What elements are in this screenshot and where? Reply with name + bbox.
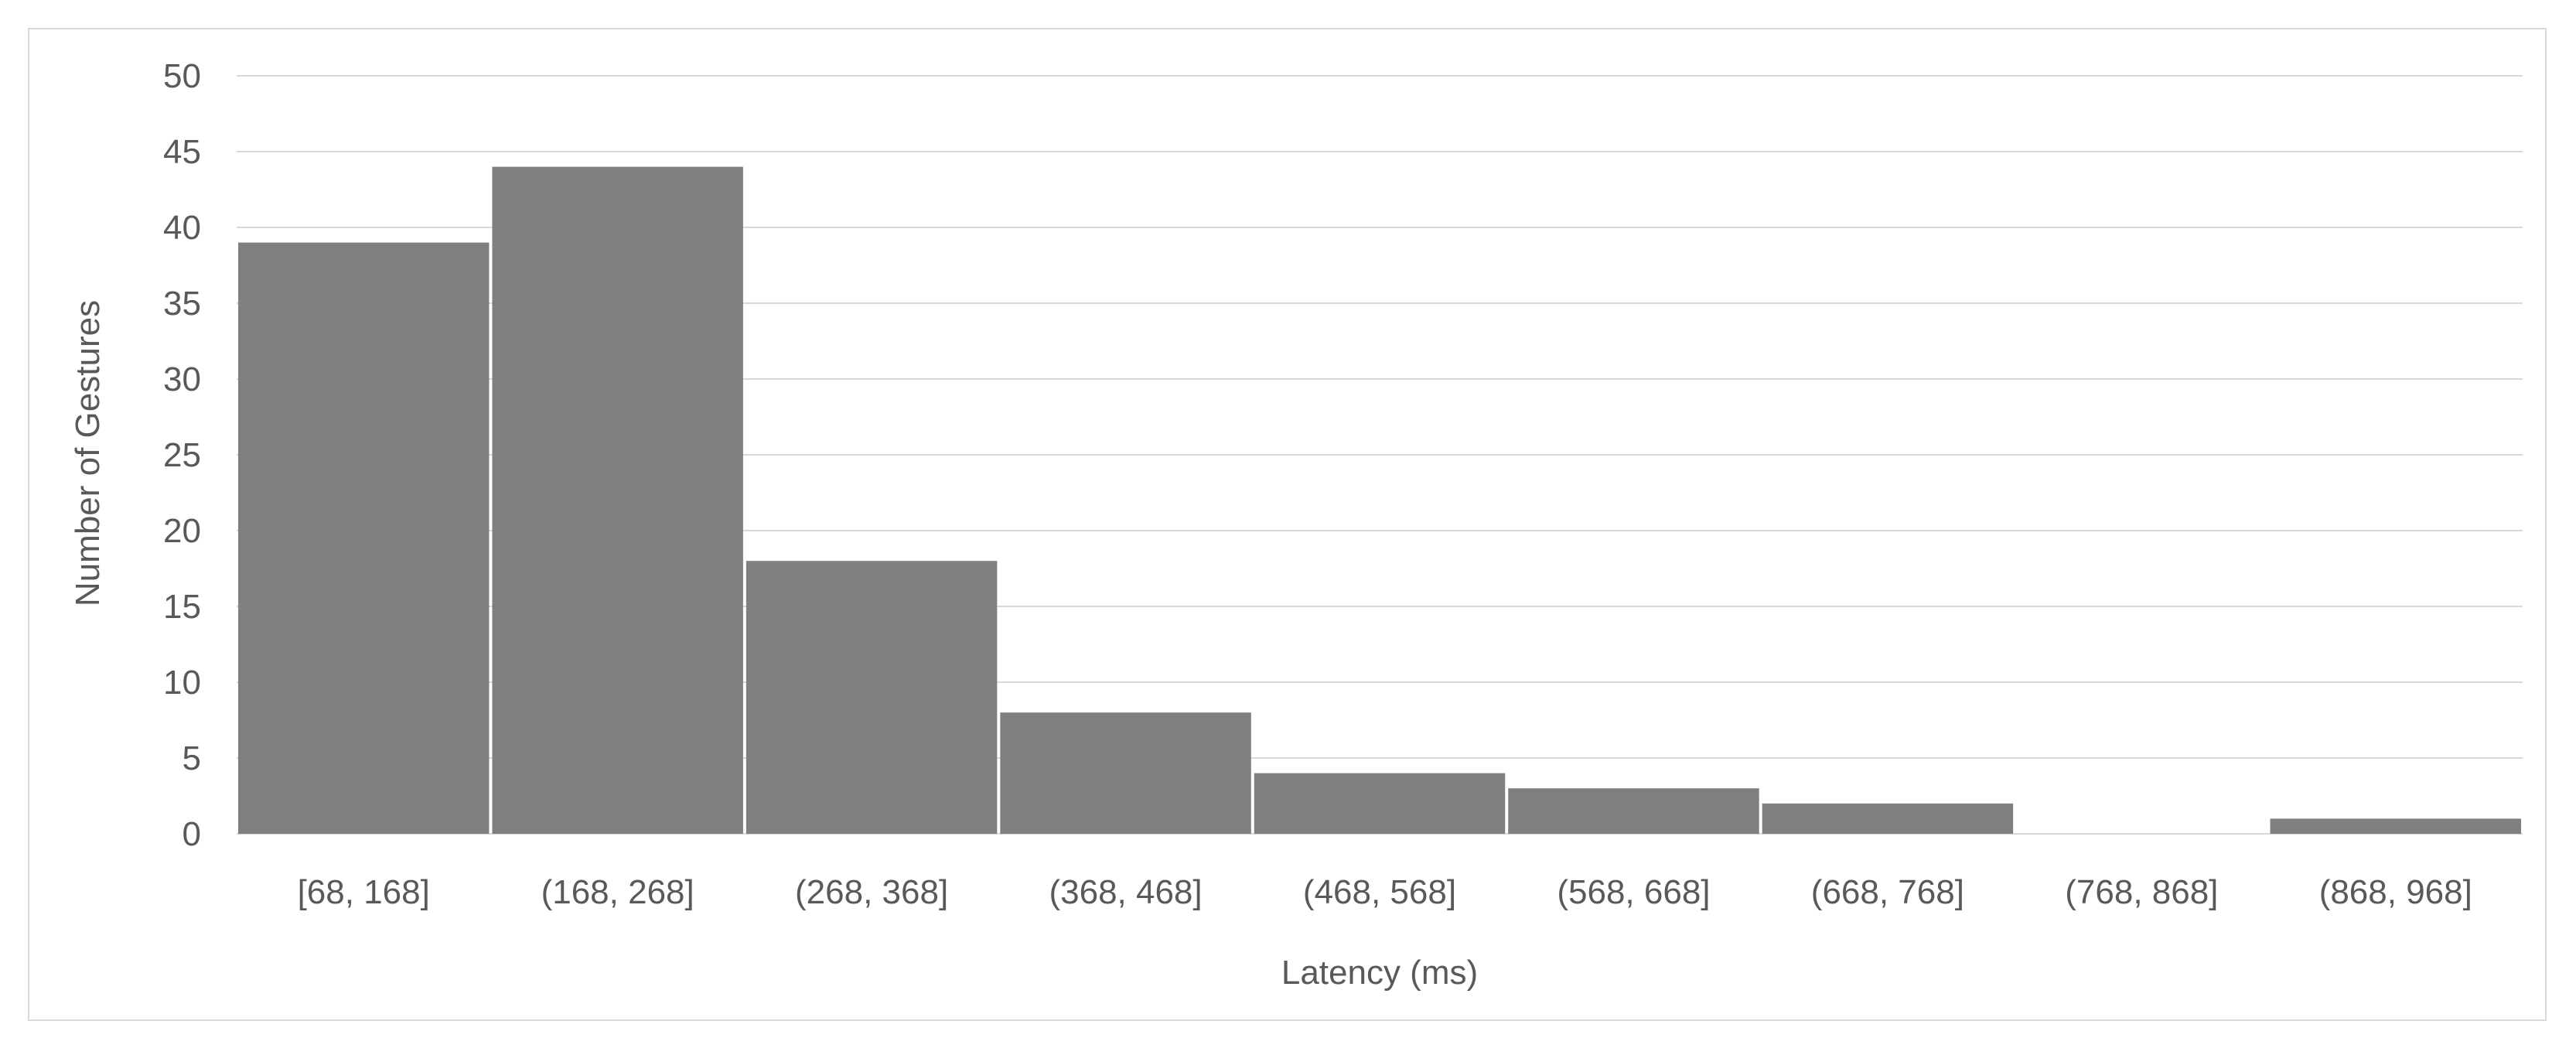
y-tick-label: 15 — [163, 588, 201, 626]
x-tick-label: [68, 168] — [298, 873, 430, 911]
y-axis-ticks: 0 5 10 15 20 25 30 35 40 45 50 — [163, 57, 201, 853]
y-axis-title: Number of Gestures — [69, 300, 107, 606]
x-tick-label: (668, 768] — [1811, 873, 1964, 911]
bar-1 — [492, 166, 743, 835]
x-axis-ticks: [68, 168] (168, 268] (268, 368] (368, 468] (… — [298, 873, 2472, 911]
bar-3 — [1000, 712, 1251, 834]
y-tick-label: 0 — [183, 815, 201, 853]
y-tick-label: 40 — [163, 209, 201, 247]
y-tick-label: 45 — [163, 133, 201, 171]
bar-8 — [2270, 818, 2521, 834]
bar-5 — [1508, 788, 1759, 834]
x-tick-label: (768, 868] — [2065, 873, 2218, 911]
x-tick-label: (268, 368] — [795, 873, 948, 911]
bar-6 — [1762, 803, 2014, 834]
y-tick-label: 10 — [163, 664, 201, 702]
y-tick-label: 20 — [163, 512, 201, 550]
y-tick-label: 25 — [163, 436, 201, 474]
bars — [238, 166, 2521, 835]
y-tick-label: 30 — [163, 360, 201, 398]
bar-0 — [238, 242, 490, 835]
y-tick-label: 35 — [163, 285, 201, 323]
x-tick-label: (368, 468] — [1049, 873, 1202, 911]
x-tick-label: (468, 568] — [1303, 873, 1456, 911]
bar-2 — [746, 561, 998, 834]
x-axis-title: Latency (ms) — [1281, 954, 1478, 992]
x-tick-label: (568, 668] — [1557, 873, 1710, 911]
y-tick-label: 50 — [163, 57, 201, 95]
x-tick-label: (868, 968] — [2319, 873, 2472, 911]
y-tick-label: 5 — [183, 739, 201, 777]
bar-4 — [1254, 773, 1506, 834]
x-tick-label: (168, 268] — [541, 873, 694, 911]
